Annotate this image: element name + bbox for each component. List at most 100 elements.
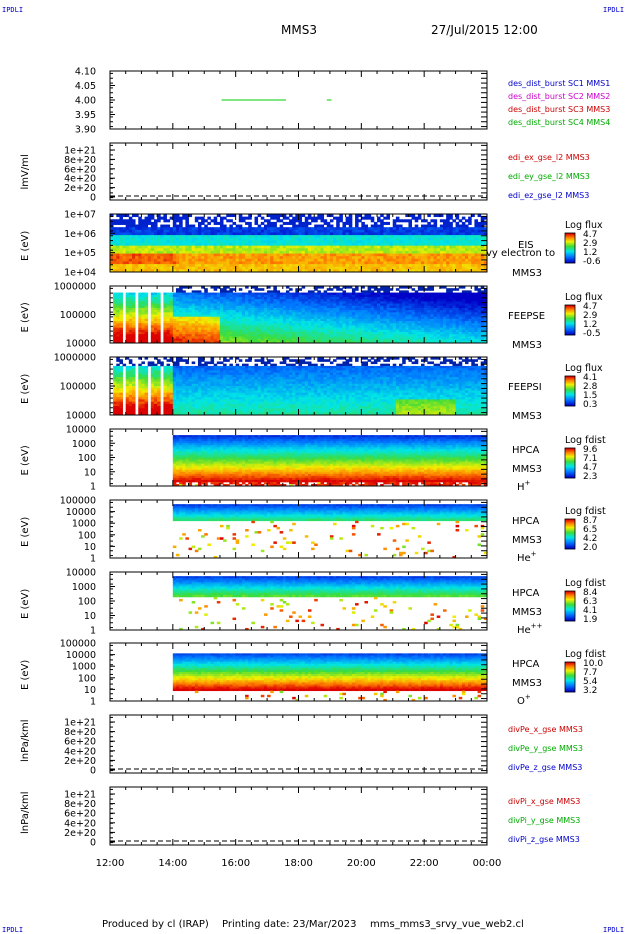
spectrogram-cell bbox=[179, 216, 183, 220]
spectrogram-cell bbox=[219, 312, 224, 315]
spectrogram-cell bbox=[389, 301, 394, 304]
spectrogram-cell bbox=[320, 232, 325, 236]
spectrogram-cell bbox=[204, 290, 208, 293]
spectrogram-cell bbox=[329, 256, 334, 260]
spectrogram-cell bbox=[260, 321, 265, 324]
spectrogram-cell bbox=[188, 310, 193, 313]
spectrogram-cell bbox=[424, 314, 428, 318]
spectrogram-cell bbox=[461, 237, 466, 241]
spectrogram-cell bbox=[185, 240, 189, 244]
spectrogram-cell bbox=[358, 336, 362, 340]
spectrogram-cell bbox=[175, 266, 180, 270]
spectrogram-cell bbox=[226, 214, 230, 218]
spectrogram-cell bbox=[358, 214, 362, 218]
spectrogram-cell bbox=[345, 227, 350, 231]
spectrogram-cell bbox=[320, 316, 325, 320]
spectrogram-cell bbox=[116, 214, 120, 218]
spectrogram-cell bbox=[150, 340, 155, 344]
spectrogram-cell bbox=[267, 323, 271, 326]
spectrogram-cell bbox=[427, 266, 431, 270]
spectrogram-cell bbox=[414, 245, 419, 249]
spectrogram-cell bbox=[405, 232, 409, 236]
spectrogram-cell bbox=[282, 258, 287, 262]
spectrogram-cell bbox=[342, 318, 347, 322]
spectrogram-cell bbox=[411, 301, 416, 304]
spectrogram-cell bbox=[348, 318, 353, 322]
spectrogram-cell bbox=[289, 312, 293, 315]
spectrogram-cell bbox=[433, 219, 438, 223]
spectrogram-cell bbox=[348, 327, 353, 331]
spectrogram-cell bbox=[207, 325, 211, 329]
spectrogram-cell bbox=[314, 301, 318, 304]
spectrogram-cell bbox=[292, 303, 296, 307]
spectrogram-cell bbox=[351, 303, 356, 307]
spectrogram-cell bbox=[245, 237, 249, 241]
spectrogram-cell bbox=[257, 299, 262, 302]
spectrogram-cell bbox=[342, 294, 347, 298]
spectrogram-cell bbox=[307, 296, 312, 300]
spectrogram-cell bbox=[235, 318, 240, 322]
spectrogram-cell bbox=[160, 266, 164, 270]
spectrogram-cell bbox=[348, 235, 353, 239]
spectrogram-cell bbox=[367, 290, 372, 293]
spectrogram-cell bbox=[311, 312, 315, 315]
spectrogram-cell bbox=[163, 214, 167, 218]
spectrogram-cell bbox=[361, 305, 365, 309]
spectrogram-cell bbox=[348, 245, 353, 249]
spectrogram-cell bbox=[131, 301, 136, 304]
spectrogram-cell bbox=[194, 338, 199, 342]
spectrogram-cell bbox=[377, 294, 381, 298]
spectrogram-cell bbox=[160, 232, 164, 236]
spectrogram-cell bbox=[392, 219, 397, 223]
spectrogram-cell bbox=[307, 227, 312, 231]
spectrogram-cell bbox=[314, 250, 318, 254]
spectrogram-cell bbox=[197, 329, 202, 333]
spectrogram-cell bbox=[465, 258, 469, 262]
spectrogram-cell bbox=[480, 261, 485, 265]
spectrogram-cell bbox=[279, 340, 284, 344]
spectrogram-cell bbox=[439, 250, 444, 254]
spectrogram-cell bbox=[185, 305, 189, 309]
spectrogram-cell bbox=[248, 314, 252, 318]
spectrogram-cell bbox=[380, 312, 384, 315]
spectrogram-cell bbox=[339, 332, 343, 335]
spectrogram-cell bbox=[436, 245, 441, 249]
spectrogram-cell bbox=[119, 301, 123, 304]
spectrogram-cell bbox=[191, 325, 196, 329]
spectrogram-cell bbox=[128, 253, 133, 257]
spectrogram-cell bbox=[257, 266, 262, 270]
spectrogram-cell bbox=[191, 332, 196, 335]
spectrogram-cell bbox=[128, 294, 133, 298]
spectrogram-cell bbox=[144, 292, 149, 296]
spectrogram-cell bbox=[251, 227, 255, 231]
spectrogram-cell bbox=[405, 258, 409, 262]
spectrogram-cell bbox=[188, 292, 193, 296]
spectrogram-cell bbox=[141, 316, 145, 320]
spectrogram-cell bbox=[194, 219, 199, 223]
spectrogram-cell bbox=[298, 248, 303, 252]
spectrogram-cell bbox=[150, 312, 155, 315]
spectrogram-cell bbox=[248, 312, 252, 315]
spectrogram-cell bbox=[329, 327, 334, 331]
spectrogram-cell bbox=[113, 232, 117, 236]
spectrogram-cell bbox=[232, 269, 237, 273]
spectrogram-cell bbox=[320, 269, 325, 273]
spectrogram-cell bbox=[172, 216, 177, 220]
spectrogram-cell bbox=[342, 296, 347, 300]
spectrogram-cell bbox=[342, 229, 347, 233]
spectrogram-cell bbox=[223, 224, 227, 228]
spectrogram-cell bbox=[298, 294, 303, 298]
spectrogram-cell bbox=[355, 221, 359, 225]
spectrogram-cell bbox=[377, 327, 381, 331]
spectrogram-cell bbox=[443, 221, 447, 225]
spectrogram-cell bbox=[402, 292, 406, 296]
spectrogram-cell bbox=[414, 332, 419, 335]
spectrogram-cell bbox=[405, 314, 409, 318]
spectrogram-cell bbox=[298, 323, 303, 326]
spectrogram-cell bbox=[348, 229, 353, 233]
spectrogram-cell bbox=[185, 216, 189, 220]
spectrogram-cell bbox=[191, 329, 196, 333]
spectrogram-cell bbox=[223, 229, 227, 233]
spectrogram-cell bbox=[263, 334, 268, 337]
spectrogram-cell bbox=[301, 266, 306, 270]
